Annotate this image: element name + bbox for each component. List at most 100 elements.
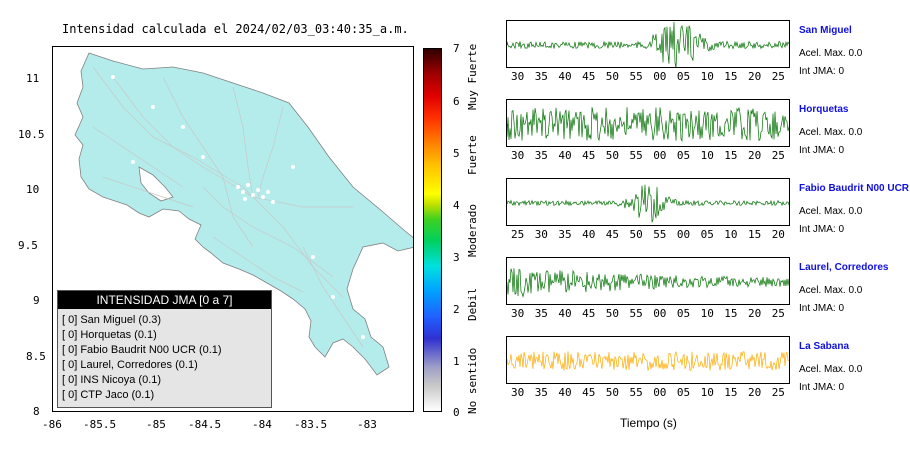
waveform-time-ticks: 30 35 40 45 50 55 00 05 10 15 20 25 (506, 149, 790, 163)
time-tick: 05 (700, 228, 714, 241)
time-tick: 40 (558, 386, 572, 399)
time-tick: 15 (724, 386, 738, 399)
time-tick: 30 (511, 149, 525, 162)
time-tick: 50 (605, 386, 620, 399)
waveform-panel[interactable] (506, 20, 790, 68)
time-tick: 25 (511, 228, 525, 241)
time-tick: 35 (534, 149, 548, 162)
legend-item: [ 0] CTP Jaco (0.1) (62, 389, 155, 401)
map-title: Intensidad calculada el 2024/02/03_03:40… (62, 22, 409, 36)
x-tick: -83 (357, 418, 377, 431)
time-tick: 50 (605, 307, 620, 320)
time-tick: 20 (771, 228, 785, 241)
colorbar-tick: 6 (453, 95, 460, 108)
road-network (92, 66, 364, 348)
colorbar-tick: 4 (453, 199, 460, 212)
waveform-panel[interactable] (506, 99, 790, 147)
waveform-line (507, 21, 789, 67)
time-tick: 00 (653, 307, 667, 320)
waveform-panel[interactable] (506, 257, 790, 305)
time-tick: 25 (771, 70, 785, 83)
time-tick: 45 (582, 307, 596, 320)
waveform-line (507, 268, 789, 298)
y-tick: 8 (33, 405, 40, 418)
colorbar-label: Muy Fuerte (466, 43, 479, 110)
waveform-line (507, 350, 789, 371)
colorbar-tick: 3 (453, 251, 460, 264)
colorbar-tick: 2 (453, 303, 460, 316)
x-axis-label: Tiempo (s) (620, 416, 677, 430)
x-tick: -84.5 (188, 418, 222, 431)
time-tick: 55 (629, 307, 643, 320)
time-tick: 10 (700, 149, 714, 162)
station-acel-max: Acel. Max. 0.0 (799, 285, 863, 296)
legend-item: [ 0] Horquetas (0.1) (62, 329, 157, 341)
time-tick: 20 (748, 307, 762, 320)
time-tick: 00 (653, 386, 667, 399)
y-tick: 8.5 (26, 350, 46, 363)
station-name[interactable]: San Miguel (799, 25, 852, 36)
nicoya-gulf (138, 166, 174, 202)
legend-header: INTENSIDAD JMA [0 a 7] (58, 291, 271, 309)
time-tick: 45 (582, 149, 596, 162)
time-tick: 30 (534, 228, 548, 241)
station-acel-max: Acel. Max. 0.0 (799, 127, 863, 138)
y-tick: 10 (26, 183, 40, 196)
station-name[interactable]: La Sabana (799, 341, 850, 352)
time-tick: 45 (582, 70, 596, 83)
x-tick: -85 (146, 418, 166, 431)
waveform-time-ticks: 25 30 35 40 45 50 55 00 05 10 15 20 (506, 228, 790, 242)
colorbar-tick: 1 (453, 355, 460, 368)
costa-rica-map (74, 52, 413, 376)
time-tick: 15 (724, 149, 738, 162)
colorbar-label: Fuerte (466, 135, 479, 175)
x-tick: -86 (42, 418, 62, 431)
time-tick: 10 (700, 70, 714, 83)
station-name[interactable]: Laurel, Corredores (799, 262, 889, 273)
waveform-time-ticks: 30 35 40 45 50 55 00 05 10 15 20 25 (506, 70, 790, 84)
time-tick: 40 (558, 307, 572, 320)
time-tick: 35 (558, 228, 572, 241)
time-tick: 35 (534, 386, 548, 399)
colorbar-label: Moderado (466, 204, 479, 257)
waveform-panel[interactable] (506, 178, 790, 226)
intensity-legend: INTENSIDAD JMA [0 a 7] [ 0] San Miguel (… (57, 290, 272, 408)
time-tick: 40 (558, 149, 572, 162)
time-tick: 35 (534, 307, 548, 320)
time-tick: 10 (724, 228, 738, 241)
time-tick: 20 (748, 386, 762, 399)
time-tick: 00 (653, 149, 667, 162)
time-tick: 40 (558, 70, 572, 83)
intensity-colorbar (423, 48, 442, 412)
time-tick: 10 (700, 386, 714, 399)
colorbar-tick: 5 (453, 147, 460, 160)
time-tick: 30 (511, 307, 525, 320)
time-tick: 00 (676, 228, 691, 241)
time-tick: 50 (605, 149, 620, 162)
time-tick: 00 (653, 70, 667, 83)
time-tick: 45 (582, 386, 596, 399)
station-int-jma: Int JMA: 0 (799, 145, 845, 156)
waveform-panel[interactable] (506, 336, 790, 384)
legend-item: [ 0] San Miguel (0.3) (62, 314, 162, 326)
time-tick: 40 (582, 228, 596, 241)
time-tick: 25 (771, 386, 785, 399)
time-tick: 05 (676, 386, 691, 399)
station-int-jma: Int JMA: 0 (799, 382, 845, 393)
station-name[interactable]: Fabio Baudrit N00 UCR (799, 183, 910, 194)
time-tick: 05 (676, 70, 691, 83)
time-tick: 25 (771, 307, 785, 320)
colorbar-label: No sentido (466, 347, 479, 414)
station-int-jma: Int JMA: 0 (799, 224, 845, 235)
legend-item: [ 0] INS Nicoya (0.1) (62, 374, 162, 386)
waveform-time-ticks: 30 35 40 45 50 55 00 05 10 15 20 25 (506, 386, 790, 400)
time-tick: 35 (534, 70, 548, 83)
time-tick: 30 (511, 386, 525, 399)
station-dots (111, 75, 365, 339)
time-tick: 05 (676, 307, 691, 320)
time-tick: 05 (676, 149, 691, 162)
station-name[interactable]: Horquetas (799, 104, 849, 115)
colorbar-tick: 7 (453, 42, 460, 55)
station-int-jma: Int JMA: 0 (799, 303, 845, 314)
legend-item: [ 0] Fabio Baudrit N00 UCR (0.1) (62, 344, 222, 356)
